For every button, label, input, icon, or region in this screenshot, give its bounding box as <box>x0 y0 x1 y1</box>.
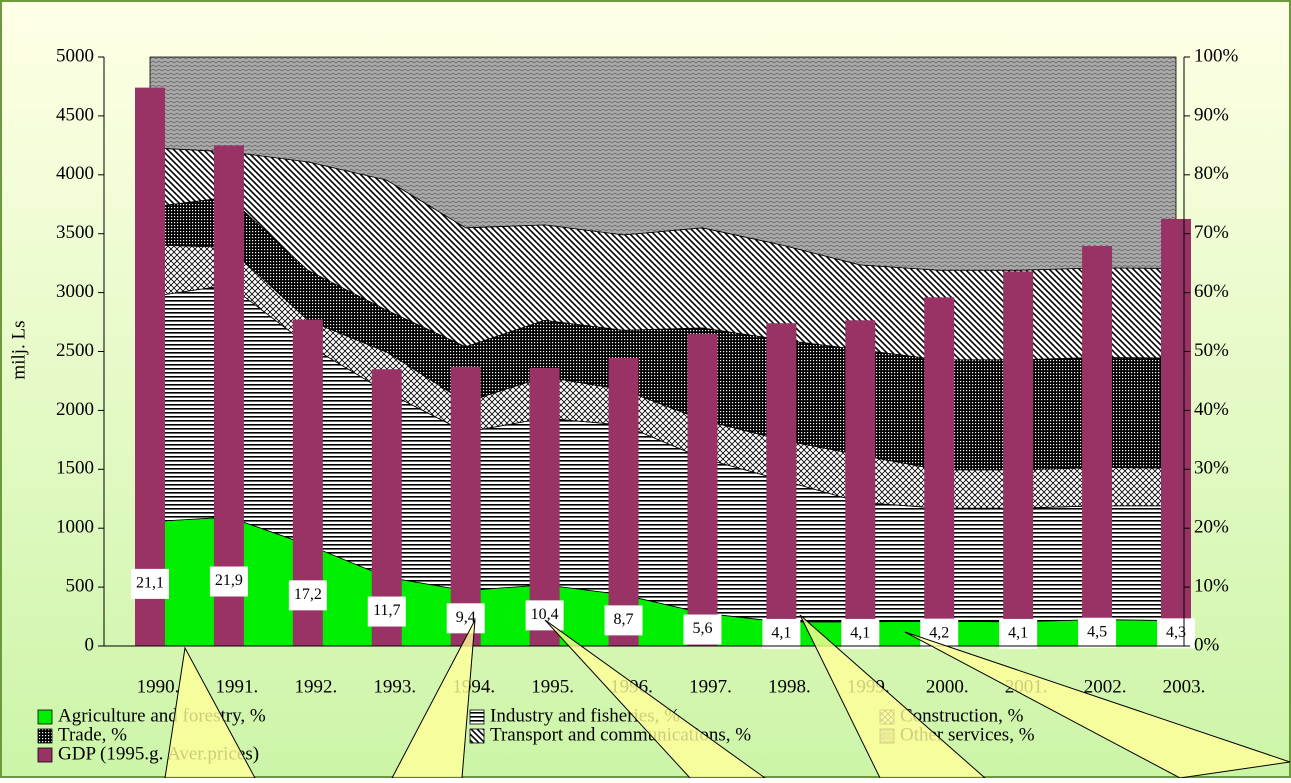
data-label: 4,2 <box>929 624 949 641</box>
y-tick-label: 3000 <box>56 281 94 302</box>
y-tick-label: 2500 <box>56 340 94 361</box>
bar <box>1003 271 1034 646</box>
legend-label: Trade, % <box>58 724 127 745</box>
legend-swatch <box>37 709 53 725</box>
data-label-box <box>525 600 564 631</box>
data-label-box <box>288 580 327 611</box>
y-tick-label: 0 <box>85 634 95 655</box>
data-label: 21,9 <box>215 572 243 589</box>
data-label: 4,1 <box>1008 625 1028 642</box>
x-tick-label: 2002. <box>1084 676 1127 697</box>
legend-swatch <box>469 728 485 744</box>
data-label: 5,6 <box>692 620 712 637</box>
bar <box>1161 218 1191 646</box>
y-tick-label: 2000 <box>56 399 94 420</box>
y-tick-label: 5000 <box>56 45 94 66</box>
data-label: 10,4 <box>531 606 559 623</box>
y2-tick-label: 10% <box>1194 575 1229 596</box>
y-tick-label: 1500 <box>56 458 94 479</box>
data-label-box <box>999 618 1038 649</box>
y-axis-title: milj. Ls <box>8 320 29 379</box>
data-label: 4,3 <box>1166 624 1186 641</box>
data-label-box <box>683 614 722 645</box>
x-tick-label: 1993. <box>373 676 416 697</box>
y2-tick-label: 50% <box>1194 340 1229 361</box>
data-label: 4,5 <box>1087 623 1107 640</box>
plot: 21,1 21,9 17,2 11,7 9,4 10,4 8,7 5,6 4,1 4,1 4,2 4,… <box>56 45 1239 697</box>
bar <box>135 87 165 647</box>
y2-tick-label: 20% <box>1194 517 1229 538</box>
data-label-box <box>762 618 801 649</box>
y2-tick-label: 100% <box>1194 45 1239 66</box>
bar <box>766 323 797 646</box>
data-label-box <box>367 596 406 627</box>
bar <box>1082 246 1113 646</box>
data-label: 4,1 <box>850 625 870 642</box>
x-tick-label: 1990. <box>137 676 180 697</box>
y2-tick-label: 90% <box>1194 104 1229 125</box>
y-tick-label: 4500 <box>56 104 94 125</box>
data-label-box <box>1078 617 1117 648</box>
data-label: 17,2 <box>294 586 322 603</box>
data-label: 11,7 <box>373 602 400 619</box>
bar <box>213 145 244 646</box>
x-tick-label: 2000. <box>926 676 969 697</box>
legend-swatch <box>37 728 53 744</box>
legend-swatch <box>469 709 485 725</box>
bar <box>845 320 876 646</box>
y2-tick-label: 60% <box>1194 281 1229 302</box>
callout <box>904 631 1291 779</box>
x-tick-label: 2003. <box>1163 676 1206 697</box>
y2-tick-label: 0% <box>1194 634 1220 655</box>
bar <box>608 357 639 646</box>
data-label-box <box>446 603 485 634</box>
y-tick-label: 3500 <box>56 222 94 243</box>
data-label-box <box>1157 618 1195 649</box>
data-label: 8,7 <box>614 611 634 628</box>
y-tick-label: 4000 <box>56 163 94 184</box>
data-label-box <box>209 566 248 597</box>
x-tick-label: 1998. <box>768 676 811 697</box>
y2-tick-label: 30% <box>1194 458 1229 479</box>
data-label-box <box>841 618 880 649</box>
y-tick-label: 1000 <box>56 517 94 538</box>
y2-tick-label: 80% <box>1194 163 1229 184</box>
y-tick-label: 500 <box>66 575 95 596</box>
bar <box>687 333 718 646</box>
y2-tick-label: 70% <box>1194 222 1229 243</box>
x-tick-label: 1991. <box>216 676 259 697</box>
y2-tick-label: 40% <box>1194 399 1229 420</box>
bar <box>450 366 481 646</box>
data-label-box <box>131 568 169 599</box>
data-label: 4,1 <box>771 625 791 642</box>
x-tick-label: 1997. <box>689 676 732 697</box>
legend-label: Construction, % <box>900 705 1024 726</box>
data-label: 21,1 <box>136 575 164 592</box>
legend-label: Agriculture and forestry, % <box>58 705 266 726</box>
legend-swatch <box>37 747 53 763</box>
x-tick-label: 1992. <box>294 676 337 697</box>
data-label-box <box>604 605 643 636</box>
bar <box>529 367 560 646</box>
bar <box>924 297 955 646</box>
data-label: 9,4 <box>456 609 476 626</box>
x-tick-label: 1995. <box>531 676 574 697</box>
